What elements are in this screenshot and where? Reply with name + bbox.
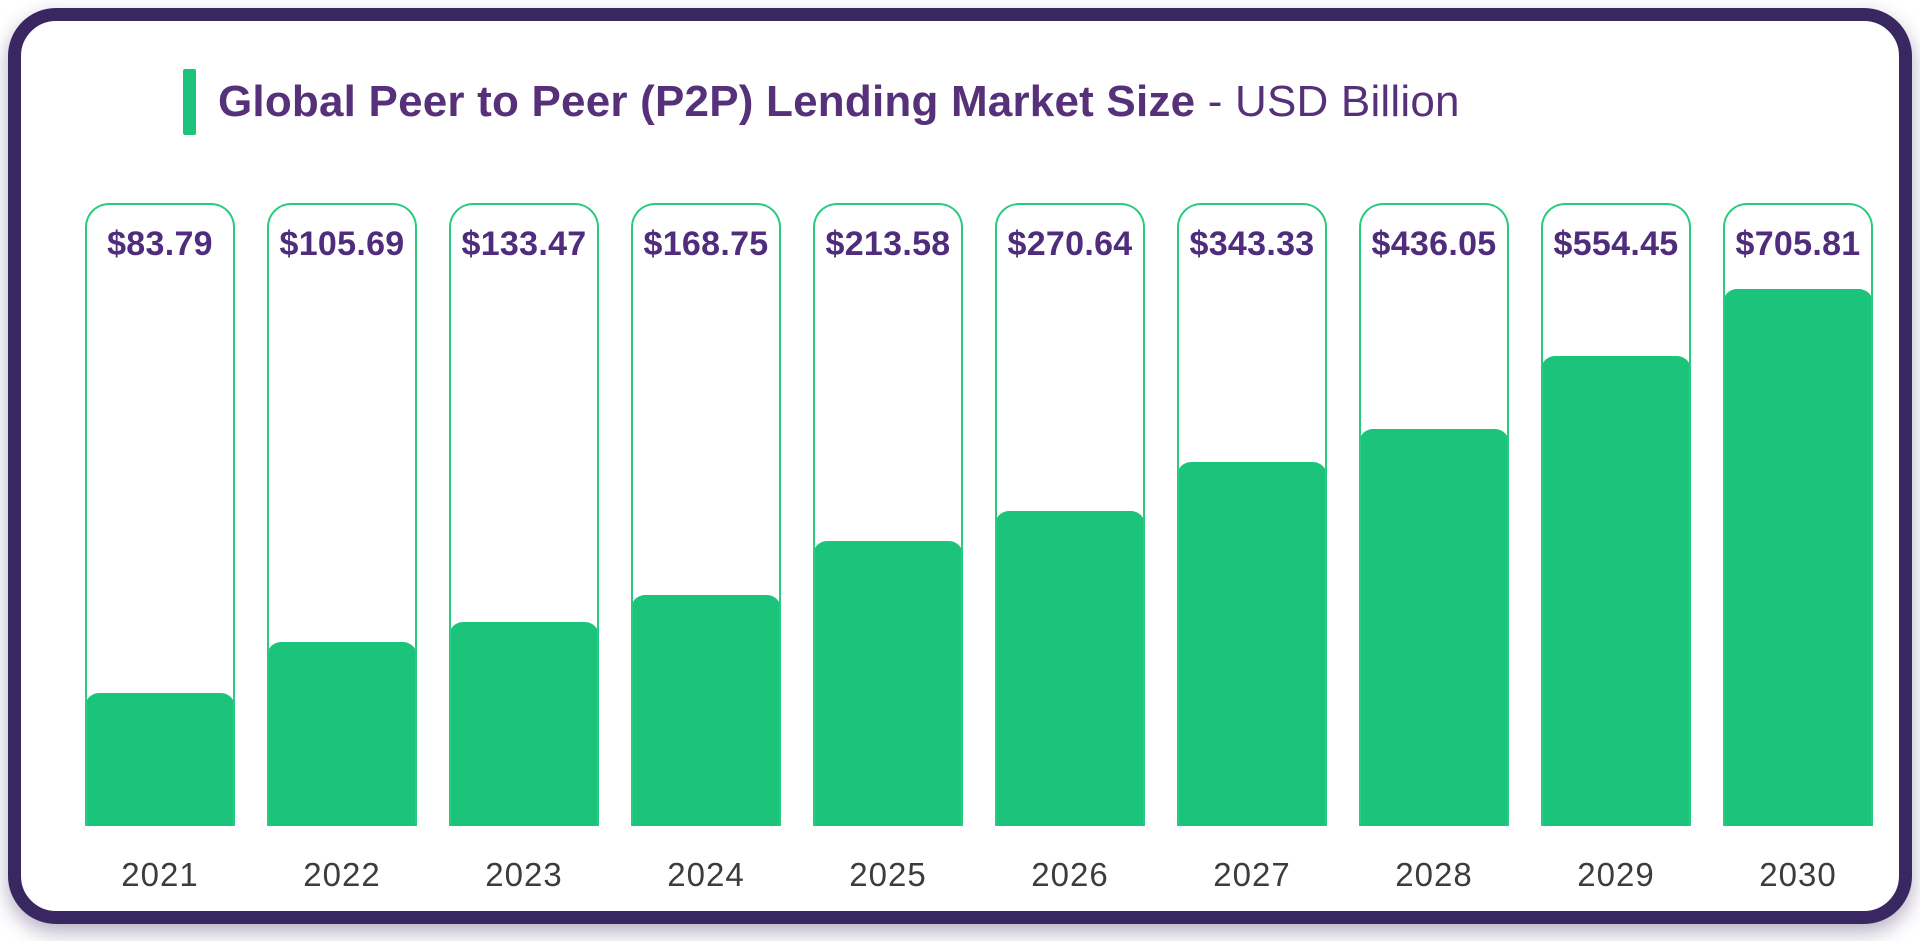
bar-fill [85, 693, 235, 826]
chart-header: Global Peer to Peer (P2P) Lending Market… [183, 69, 1460, 135]
bar-fill [813, 541, 963, 826]
x-axis-label: 2026 [1031, 856, 1109, 893]
bar-value-label: $343.33 [1189, 225, 1315, 263]
bar-fill [1359, 429, 1509, 826]
bar-column-2030: $705.81 2030 [1723, 203, 1873, 893]
bar-value-label: $436.05 [1371, 225, 1497, 263]
x-axis-label: 2029 [1577, 856, 1655, 893]
bar-value-label: $168.75 [643, 225, 769, 263]
bar-value-label: $133.47 [461, 225, 587, 263]
chart-title-unit: - USD Billion [1195, 76, 1460, 126]
x-axis-label: 2030 [1759, 856, 1837, 893]
bar-value-label: $213.58 [825, 225, 951, 263]
bar-column-2022: $105.69 2022 [267, 203, 417, 893]
x-axis-label: 2022 [303, 856, 381, 893]
bar-column-2025: $213.58 2025 [813, 203, 963, 893]
bar-fill [995, 510, 1145, 826]
x-axis-label: 2021 [121, 856, 199, 893]
bar-fill [631, 594, 781, 826]
bar-chart: $83.79 2021 $105.69 2022 $133.47 2023 $168.75 2… [85, 203, 1873, 893]
chart-card: Global Peer to Peer (P2P) Lending Market… [8, 8, 1912, 924]
bar-value-label: $270.64 [1007, 225, 1133, 263]
x-axis-label: 2027 [1213, 856, 1291, 893]
bar-fill [1723, 288, 1873, 826]
bar-fill [449, 622, 599, 826]
chart-title-main: Global Peer to Peer (P2P) Lending Market… [218, 76, 1196, 126]
x-axis-label: 2025 [849, 856, 927, 893]
bar-fill [1177, 462, 1327, 826]
x-axis-label: 2028 [1395, 856, 1473, 893]
bar-value-label: $105.69 [279, 225, 405, 263]
bar-column-2029: $554.45 2029 [1541, 203, 1691, 893]
bar-column-2028: $436.05 2028 [1359, 203, 1509, 893]
bar-column-2024: $168.75 2024 [631, 203, 781, 893]
bar-column-2021: $83.79 2021 [85, 203, 235, 893]
bar-column-2027: $343.33 2027 [1177, 203, 1327, 893]
bar-value-label: $83.79 [107, 225, 213, 263]
x-axis-label: 2024 [667, 856, 745, 893]
bar-column-2023: $133.47 2023 [449, 203, 599, 893]
bar-fill [267, 642, 417, 826]
bar-column-2026: $270.64 2026 [995, 203, 1145, 893]
bar-value-label: $705.81 [1735, 225, 1861, 263]
bar-fill [1541, 356, 1691, 826]
chart-title: Global Peer to Peer (P2P) Lending Market… [218, 76, 1460, 126]
x-axis-label: 2023 [485, 856, 563, 893]
title-accent-bar [183, 69, 196, 135]
bar-value-label: $554.45 [1553, 225, 1679, 263]
